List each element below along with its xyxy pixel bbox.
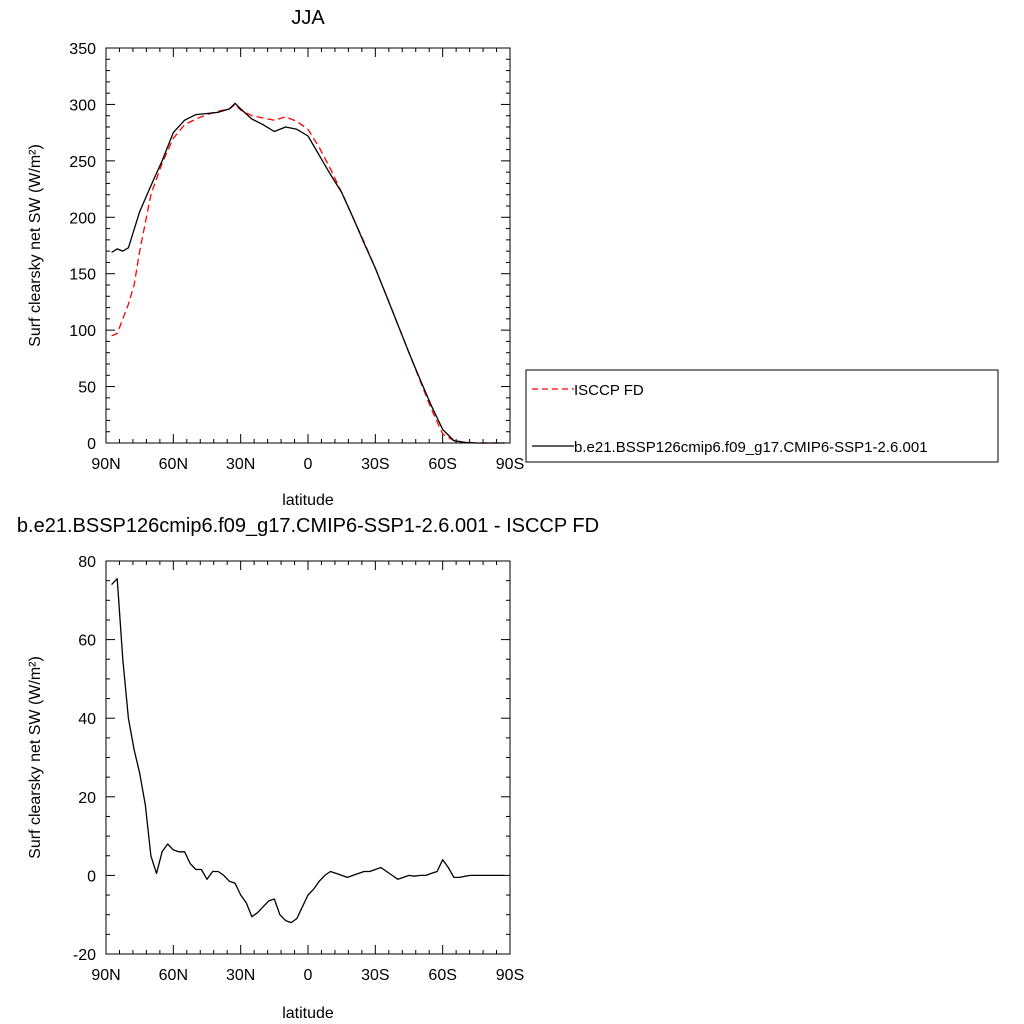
top-chart-series-line-0: [111, 103, 505, 444]
bottom-chart-series-line-0: [111, 578, 505, 924]
top-chart-ytick-label: 150: [69, 267, 96, 284]
top-chart-ytick-label: 300: [69, 97, 96, 114]
top-chart-ytick-label: 50: [78, 380, 96, 397]
bottom-chart-ytick-label: 20: [78, 790, 96, 807]
top-chart-ylabel: Surf clearsky net SW (W/m²): [27, 144, 44, 347]
bottom-chart-xtick-label: 90N: [91, 967, 120, 984]
bottom-chart-ylabel: Surf clearsky net SW (W/m²): [27, 656, 44, 859]
top-chart-ytick-label: 0: [87, 436, 96, 453]
bottom-chart-title: b.e21.BSSP126cmip6.f09_g17.CMIP6-SSP1-2.…: [17, 515, 599, 537]
top-chart-legend: ISCCP FD b.e21.BSSP126cmip6.f09_g17.CMIP…: [525, 369, 999, 463]
top-chart-ytick-label: 200: [69, 210, 96, 227]
bottom-chart-ytick-label: 80: [78, 554, 96, 571]
top-chart-plot: 90N 60N 30N 0 30S 60S 90S 0 50 100 150 200 250 300 350: [69, 41, 524, 473]
bottom-chart-ytick-label: 60: [78, 633, 96, 650]
bottom-chart-ytick-label: 40: [78, 711, 96, 728]
bottom-chart-xtick-label: 90S: [496, 967, 524, 984]
bottom-chart-xtick-label: 30S: [361, 967, 389, 984]
bottom-chart-plot: 90N 60N 30N 0 30S 60S 90S -20 0 20 40 60 80: [73, 554, 524, 984]
top-chart-xtick-label: 90N: [91, 456, 120, 473]
top-chart-xtick-label: 90S: [496, 456, 524, 473]
top-chart-frame: [105, 47, 511, 444]
top-chart-xtick-label: 30N: [226, 456, 255, 473]
top-chart-ytick-label: 350: [69, 41, 96, 58]
top-chart-title: JJA: [291, 7, 325, 29]
top-chart-series-line-1: [111, 102, 505, 444]
bottom-chart-xtick-label: 0: [304, 967, 313, 984]
legend-box: [525, 369, 999, 463]
top-chart-xtick-label: 0: [304, 456, 313, 473]
top-chart-xtick-label: 30S: [361, 456, 389, 473]
bottom-chart-ytick-label: 0: [87, 868, 96, 885]
top-chart-xtick-label: 60S: [428, 456, 456, 473]
bottom-chart-ytick-label: -20: [73, 947, 96, 964]
top-chart-ytick-label: 100: [69, 323, 96, 340]
legend-label-isccp: ISCCP FD: [574, 382, 644, 399]
bottom-chart-xtick-label: 30N: [226, 967, 255, 984]
legend-label-model: b.e21.BSSP126cmip6.f09_g17.CMIP6-SSP1-2.…: [574, 439, 928, 456]
top-chart-xtick-label: 60N: [159, 456, 188, 473]
top-chart-xlabel: latitude: [282, 492, 334, 509]
bottom-chart-xtick-label: 60S: [428, 967, 456, 984]
top-chart-ytick-label: 250: [69, 154, 96, 171]
bottom-chart-xlabel: latitude: [282, 1005, 334, 1022]
bottom-chart-xtick-label: 60N: [159, 967, 188, 984]
